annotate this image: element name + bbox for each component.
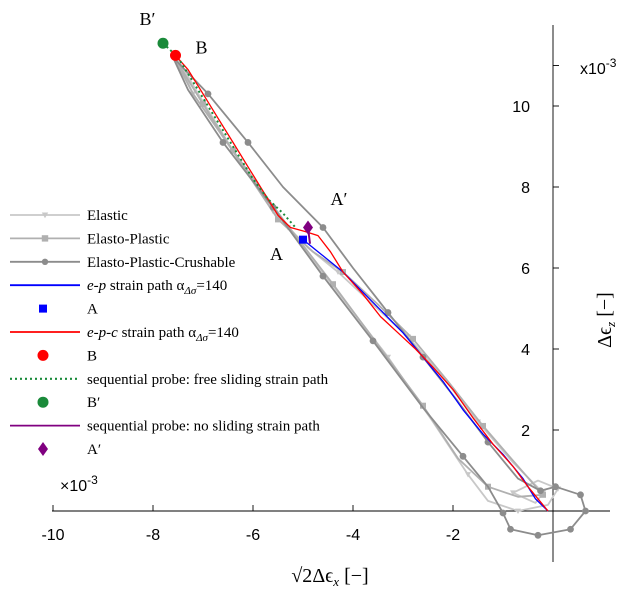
series-marker-1: [275, 216, 281, 223]
y-tick-label: 10: [512, 99, 530, 116]
series-marker-0: [515, 508, 521, 514]
legend-item: e-p strain path αΔσ=140: [10, 278, 227, 297]
series-marker-2: [567, 525, 574, 533]
series-line-1: [172, 54, 544, 498]
poi-label: B: [196, 37, 208, 57]
legend-swatch-marker: [38, 442, 48, 456]
legend-item: A: [39, 302, 98, 318]
series-marker-1: [330, 281, 336, 288]
series-marker-2: [369, 337, 377, 345]
series-marker-2: [499, 509, 507, 517]
legend-swatch-marker: [41, 212, 49, 219]
series-marker-1: [200, 100, 206, 107]
legend-label: e-p strain path αΔσ=140: [87, 278, 227, 297]
legend-item: e-p-c strain path αΔσ=140: [10, 325, 239, 344]
legend-label: A: [87, 302, 98, 318]
legend-label: B: [87, 348, 97, 364]
series-marker-1: [420, 402, 426, 409]
x-tick-label: -6: [246, 527, 260, 544]
x-tick-label: -8: [146, 527, 160, 544]
series-marker-1: [540, 491, 546, 498]
x-tick-label: -2: [446, 527, 460, 544]
x-tick-label: -10: [41, 527, 64, 544]
legend: Elastic Elasto-Plastic Elasto-Plastic-Crus…: [10, 208, 329, 458]
series-marker-2: [384, 309, 392, 316]
poi-marker-A: [299, 235, 307, 244]
series-marker-0: [465, 472, 471, 478]
series-marker-2: [219, 139, 227, 146]
y-tick-label: 4: [521, 342, 530, 359]
series-marker-2: [204, 90, 212, 98]
series-line-2: [172, 56, 587, 537]
series-marker-2: [244, 139, 252, 146]
series-marker-0: [510, 490, 516, 496]
legend-item: sequential probe: no sliding strain path: [10, 419, 320, 435]
y-tick-label: 8: [521, 180, 530, 197]
legend-item: Elastic: [10, 208, 128, 224]
series-line-4: [175, 54, 549, 512]
x-axis-label: √2Δϵx [−]: [291, 565, 368, 589]
series-marker-2: [577, 491, 584, 499]
legend-item: Elasto-Plastic-Crushable: [10, 255, 236, 271]
legend-item: B: [37, 348, 97, 364]
points-of-interest: A B B′ A′: [140, 9, 348, 264]
axis-labels: √2Δϵx [−] Δϵz [−] x10-3 ×10-3: [60, 56, 618, 589]
y-axis-label: Δϵz [−]: [594, 292, 618, 348]
legend-swatch-marker: [37, 396, 49, 408]
y-tick-label: 2: [521, 423, 530, 440]
series-marker-2: [459, 452, 467, 460]
poi-marker-B: [170, 49, 181, 61]
legend-swatch-marker: [37, 349, 49, 361]
series-marker-1: [480, 422, 486, 429]
legend-label: B′: [87, 395, 100, 411]
poi-label: B′: [140, 9, 156, 29]
legend-swatch-marker: [39, 304, 47, 313]
legend-label: A′: [87, 442, 101, 458]
poi-marker-B′: [157, 37, 169, 49]
poi-label: A′: [331, 189, 348, 209]
legend-label: Elastic: [87, 208, 128, 224]
legend-swatch-marker: [41, 258, 49, 265]
legend-item: Elasto-Plastic: [10, 231, 170, 247]
series-marker-2: [319, 272, 327, 280]
legend-item: B′: [37, 395, 100, 411]
y-multiplier: x10-3: [580, 56, 617, 78]
series-marker-2: [507, 525, 514, 533]
poi-marker-A′: [303, 220, 313, 235]
legend-label: e-p-c strain path αΔσ=140: [87, 325, 239, 344]
legend-label: Elasto-Plastic-Crushable: [87, 255, 236, 271]
poi-label: A: [270, 244, 283, 264]
series-marker-2: [534, 531, 542, 539]
series-line-5: [162, 42, 297, 229]
legend-label: sequential probe: no sliding strain path: [87, 419, 320, 435]
legend-swatch-marker: [41, 235, 49, 242]
x-multiplier: ×10-3: [60, 473, 98, 495]
y-tick-label: 6: [521, 261, 530, 278]
legend-item: A′: [38, 442, 101, 458]
series-marker-2: [552, 483, 559, 491]
legend-label: Elasto-Plastic: [87, 231, 170, 247]
series-marker-1: [230, 147, 236, 154]
series-marker-2: [319, 224, 327, 231]
series-marker-1: [410, 335, 416, 342]
legend-label: sequential probe: free sliding strain pa…: [87, 372, 329, 388]
series-marker-2: [537, 487, 544, 495]
legend-item: sequential probe: free sliding strain pa…: [10, 372, 329, 388]
series-marker-2: [582, 507, 589, 515]
series-marker-0: [335, 269, 341, 276]
x-tick-label: -4: [346, 527, 360, 544]
series-layer: [162, 42, 589, 539]
